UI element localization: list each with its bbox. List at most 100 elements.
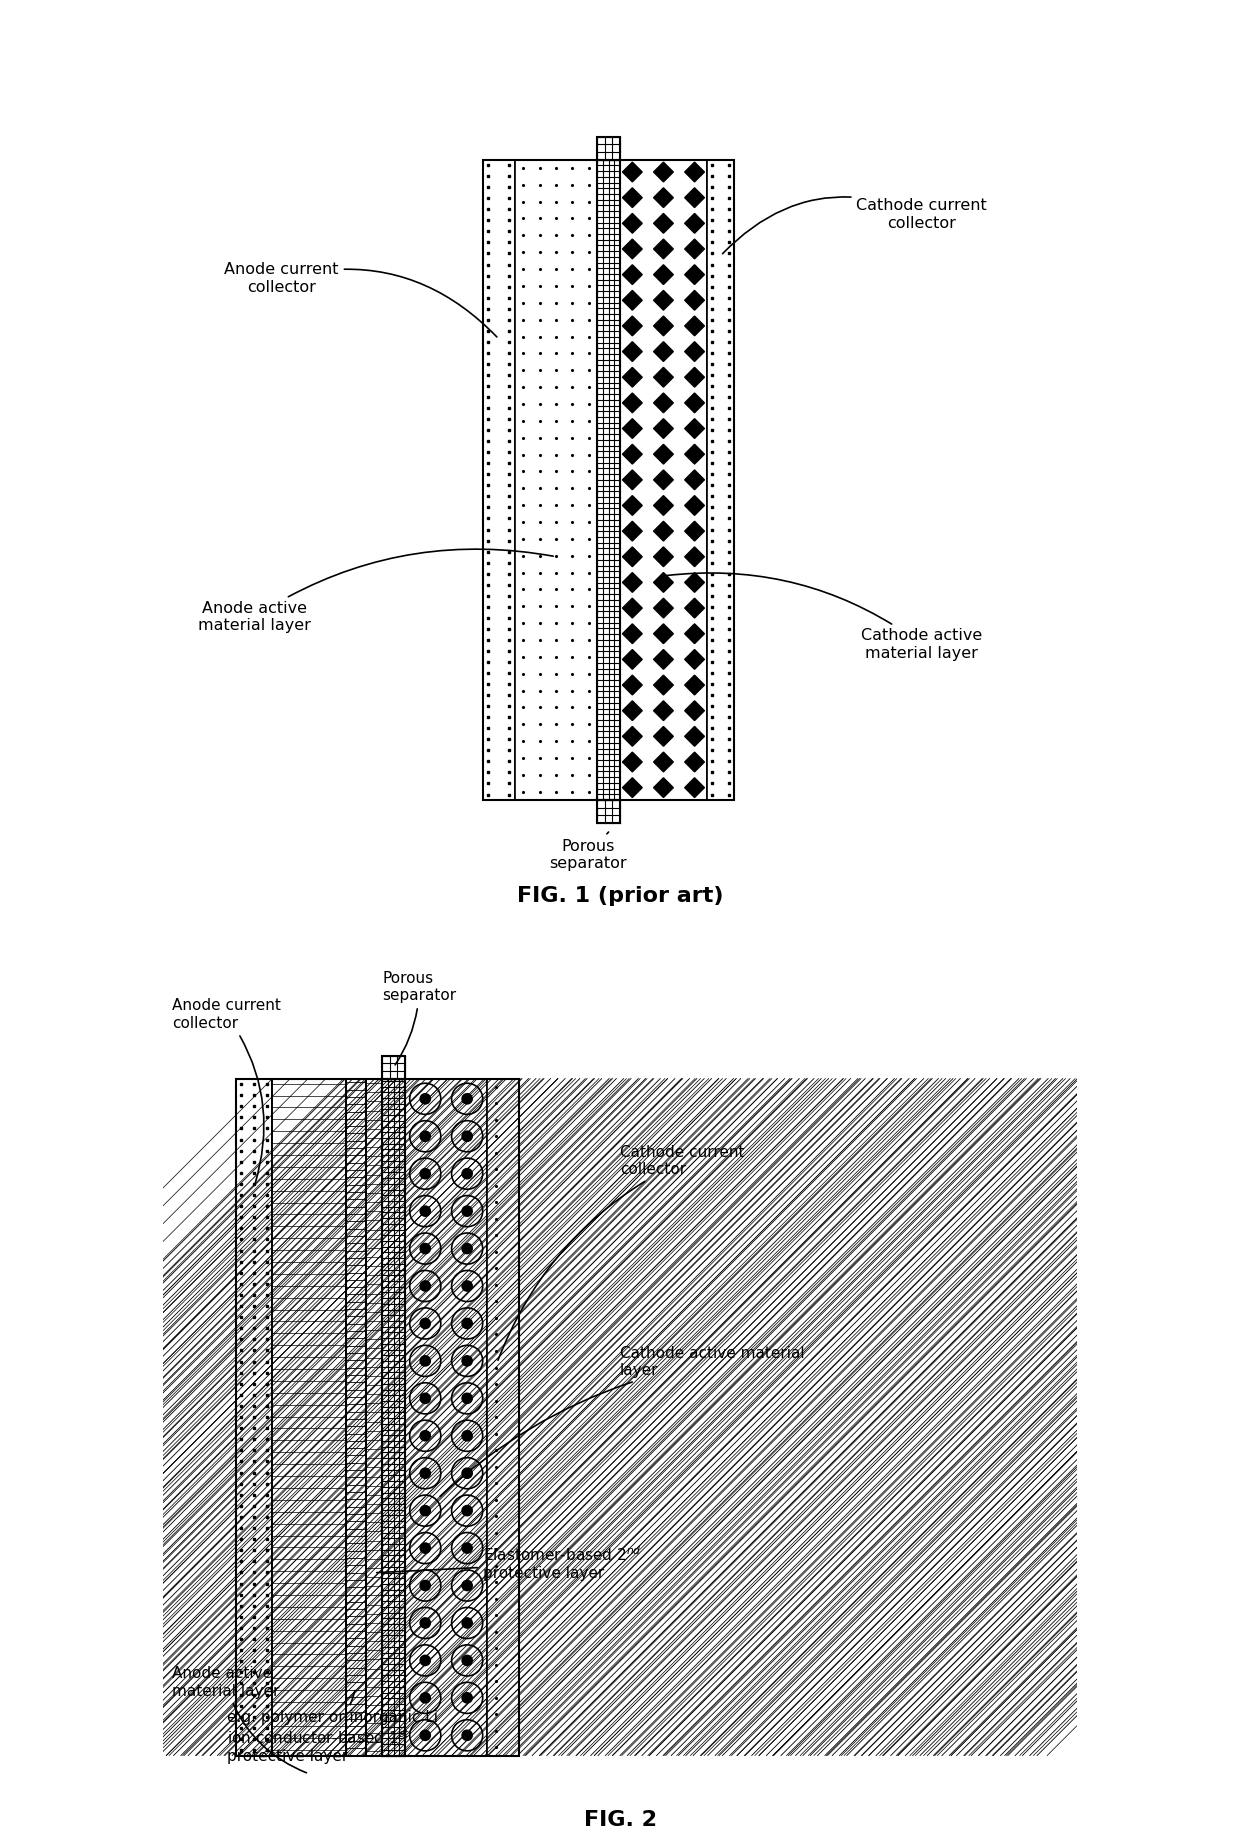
Bar <box>236 1079 520 1755</box>
Polygon shape <box>653 676 673 694</box>
Polygon shape <box>622 444 642 464</box>
Polygon shape <box>684 676 704 694</box>
Polygon shape <box>653 624 673 643</box>
Circle shape <box>463 1243 472 1254</box>
Polygon shape <box>653 239 673 260</box>
Circle shape <box>463 1131 472 1142</box>
Bar <box>366 1079 382 1755</box>
Circle shape <box>420 1131 430 1142</box>
Polygon shape <box>622 599 642 617</box>
Circle shape <box>463 1468 472 1479</box>
Polygon shape <box>622 214 642 234</box>
Circle shape <box>463 1431 472 1440</box>
Circle shape <box>463 1280 472 1291</box>
Polygon shape <box>622 291 642 309</box>
Polygon shape <box>653 495 673 516</box>
Polygon shape <box>653 343 673 361</box>
Circle shape <box>463 1393 472 1404</box>
Circle shape <box>420 1280 430 1291</box>
Polygon shape <box>653 547 673 567</box>
Polygon shape <box>653 752 673 772</box>
Polygon shape <box>684 291 704 309</box>
Polygon shape <box>653 444 673 464</box>
Polygon shape <box>653 188 673 208</box>
Bar <box>273 1079 346 1755</box>
Polygon shape <box>622 470 642 490</box>
Circle shape <box>420 1319 430 1328</box>
Circle shape <box>463 1693 472 1704</box>
Polygon shape <box>622 495 642 516</box>
Polygon shape <box>684 752 704 772</box>
Polygon shape <box>622 700 642 720</box>
Circle shape <box>420 1393 430 1404</box>
Polygon shape <box>684 162 704 182</box>
Circle shape <box>420 1431 430 1440</box>
Polygon shape <box>622 392 642 413</box>
Polygon shape <box>622 676 642 694</box>
Bar <box>515 160 598 799</box>
Polygon shape <box>684 239 704 260</box>
Polygon shape <box>622 650 642 669</box>
Circle shape <box>463 1730 472 1741</box>
Polygon shape <box>622 547 642 567</box>
Circle shape <box>420 1617 430 1628</box>
Circle shape <box>420 1544 430 1553</box>
Polygon shape <box>653 777 673 798</box>
Circle shape <box>463 1319 472 1328</box>
Bar <box>273 1079 346 1755</box>
Text: Anode current
collector: Anode current collector <box>224 262 497 337</box>
Polygon shape <box>653 367 673 387</box>
Polygon shape <box>622 777 642 798</box>
Polygon shape <box>622 188 642 208</box>
Polygon shape <box>684 317 704 335</box>
Polygon shape <box>684 573 704 593</box>
Circle shape <box>420 1207 430 1216</box>
Circle shape <box>463 1580 472 1591</box>
Polygon shape <box>622 239 642 260</box>
Polygon shape <box>622 521 642 542</box>
Polygon shape <box>622 317 642 335</box>
Circle shape <box>463 1544 472 1553</box>
Bar <box>382 1055 405 1079</box>
Polygon shape <box>684 700 704 720</box>
Text: Porous
separator: Porous separator <box>382 971 456 1065</box>
Polygon shape <box>653 265 673 284</box>
Text: Cathode current
collector: Cathode current collector <box>723 197 987 254</box>
Polygon shape <box>622 752 642 772</box>
Text: FIG. 1 (prior art): FIG. 1 (prior art) <box>517 886 723 906</box>
Polygon shape <box>653 599 673 617</box>
Bar <box>598 160 620 799</box>
Bar <box>346 1079 366 1755</box>
Polygon shape <box>684 418 704 438</box>
Circle shape <box>420 1243 430 1254</box>
Polygon shape <box>653 214 673 234</box>
Circle shape <box>420 1094 430 1103</box>
Bar <box>405 1079 487 1755</box>
Polygon shape <box>622 418 642 438</box>
Circle shape <box>420 1505 430 1516</box>
Text: Anode active
material layer: Anode active material layer <box>197 549 553 634</box>
Circle shape <box>463 1617 472 1628</box>
Polygon shape <box>622 726 642 746</box>
Bar <box>382 1079 405 1755</box>
Polygon shape <box>684 392 704 413</box>
Text: Cathode current
collector: Cathode current collector <box>498 1144 744 1359</box>
Circle shape <box>463 1656 472 1665</box>
Polygon shape <box>684 726 704 746</box>
Polygon shape <box>653 700 673 720</box>
Bar <box>487 1079 520 1755</box>
Polygon shape <box>684 188 704 208</box>
Polygon shape <box>622 162 642 182</box>
Polygon shape <box>653 726 673 746</box>
Text: Cathode active material
layer: Cathode active material layer <box>440 1347 805 1496</box>
Polygon shape <box>684 599 704 617</box>
Text: Porous
separator: Porous separator <box>549 833 626 871</box>
Circle shape <box>420 1693 430 1704</box>
Polygon shape <box>684 547 704 567</box>
Circle shape <box>420 1468 430 1479</box>
Text: Cathode active
material layer: Cathode active material layer <box>666 573 982 661</box>
Polygon shape <box>684 343 704 361</box>
Polygon shape <box>684 777 704 798</box>
Polygon shape <box>622 265 642 284</box>
Text: Anode current
collector: Anode current collector <box>172 998 280 1184</box>
